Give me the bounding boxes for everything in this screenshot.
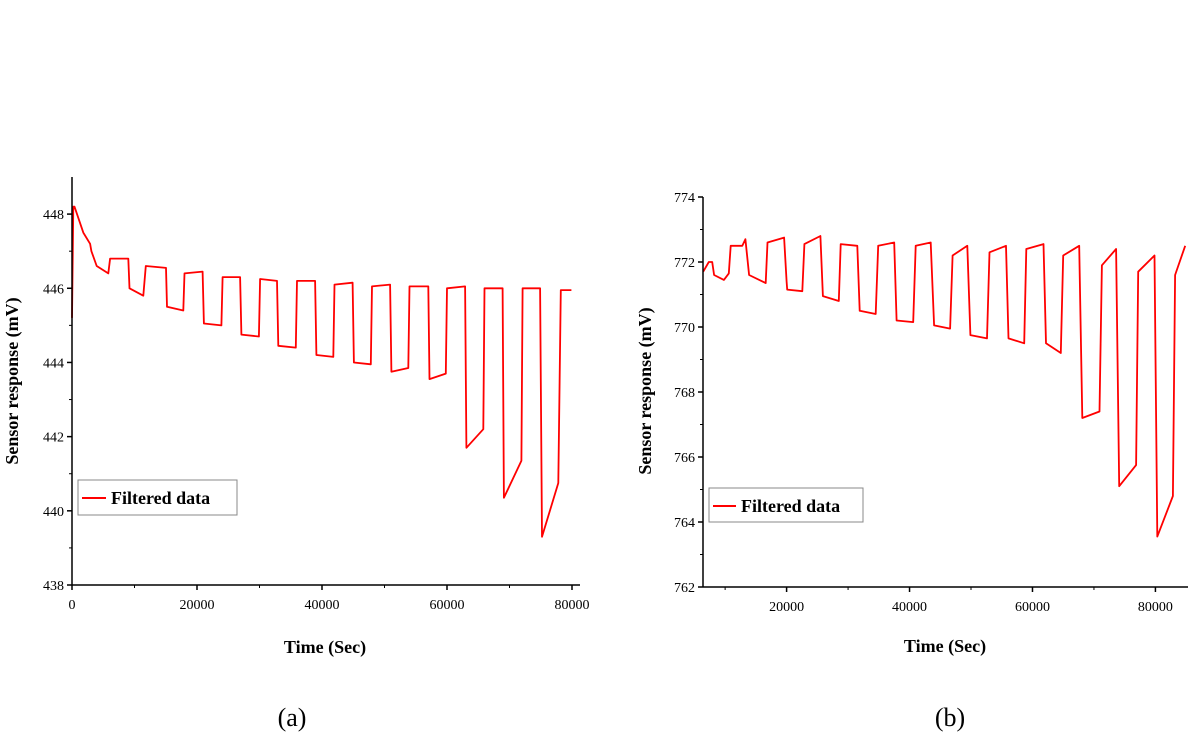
panel-b-y-tick-label: 774 <box>674 191 695 206</box>
panel-b-y-tick-label: 762 <box>674 581 695 596</box>
panel-a-y-tick-label: 438 <box>43 579 64 594</box>
panel-b: Sensor response (mV) Time (Sec) (b) Filt… <box>635 191 1188 732</box>
panel-b-legend-label: Filtered data <box>741 496 840 516</box>
panel-b-y-tick-label: 766 <box>674 451 695 466</box>
panel-b-y-tick-label: 768 <box>674 386 695 401</box>
panel-a-legend: Filtered data <box>77 479 238 516</box>
panel-a-x-tick-label: 0 <box>69 598 76 613</box>
panel-a-ylabel: Sensor response (mV) <box>2 297 23 464</box>
panel-b-x-tick-label: 40000 <box>892 600 927 615</box>
panel-b-x-tick-label: 60000 <box>1015 600 1050 615</box>
panel-a-label: (a) <box>278 703 307 732</box>
panel-b-series-line <box>702 235 1187 538</box>
panel-b-x-tick-label: 20000 <box>769 600 804 615</box>
panel-b-y-tick-label: 770 <box>674 321 695 336</box>
panel-b-xlabel: Time (Sec) <box>904 636 986 657</box>
panel-a-y-tick-label: 448 <box>43 208 64 223</box>
panel-b-y-tick-label: 772 <box>674 256 695 271</box>
panel-a-y-tick-label: 442 <box>43 431 64 446</box>
panel-a-y-tick-label: 440 <box>43 505 64 520</box>
panel-a: Sensor response (mV) Time (Sec) (a) Filt… <box>2 177 590 732</box>
panel-b-ylabel: Sensor response (mV) <box>635 307 656 474</box>
panel-b-y-tick-label: 764 <box>674 516 695 531</box>
panel-a-legend-label: Filtered data <box>111 488 210 508</box>
panel-a-y-tick-label: 444 <box>43 356 64 371</box>
panel-a-legend-box <box>77 479 238 516</box>
panel-a-series-line <box>71 205 572 538</box>
panel-b-label: (b) <box>935 703 965 732</box>
panel-a-x-tick-label: 40000 <box>305 598 340 613</box>
panel-a-x-tick-label: 60000 <box>430 598 465 613</box>
panel-a-xlabel: Time (Sec) <box>284 637 366 658</box>
panel-b-x-tick-label: 80000 <box>1138 600 1173 615</box>
panel-a-x-tick-label: 80000 <box>555 598 590 613</box>
panel-a-x-tick-label: 20000 <box>180 598 215 613</box>
panel-a-y-tick-label: 446 <box>43 282 64 297</box>
panel-b-legend: Filtered data <box>708 487 864 523</box>
